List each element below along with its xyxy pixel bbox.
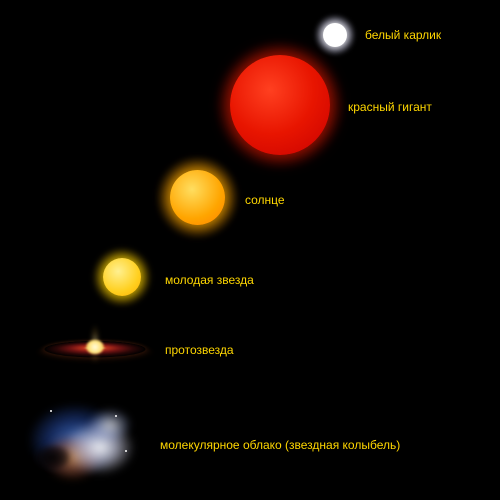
red-giant-core: [230, 55, 330, 155]
nebula-highlight-layer: [90, 410, 130, 440]
nebula-dark-dust: [35, 445, 70, 470]
protostar-label: протозвезда: [165, 343, 234, 357]
white-dwarf-label: белый карлик: [365, 28, 441, 42]
protostar-core: [86, 340, 104, 354]
white-dwarf-core: [323, 23, 347, 47]
sun-label: солнце: [245, 193, 285, 207]
young-star-label: молодая звезда: [165, 273, 254, 287]
young-star-body: [100, 255, 145, 300]
young-star-core: [103, 258, 141, 296]
white-dwarf-body: [320, 20, 350, 50]
red-giant-label: красный гигант: [348, 100, 432, 114]
nebula-star-dot: [115, 415, 117, 417]
molecular-cloud-body: [20, 395, 150, 490]
protostar-body: [40, 320, 150, 375]
sun-body: [165, 165, 230, 230]
red-giant-body: [225, 50, 335, 160]
nebula-star-dot: [125, 450, 127, 452]
molecular-cloud-label: молекулярное облако (звездная колыбель): [160, 438, 400, 452]
nebula-star-dot: [50, 410, 52, 412]
sun-core: [170, 170, 225, 225]
